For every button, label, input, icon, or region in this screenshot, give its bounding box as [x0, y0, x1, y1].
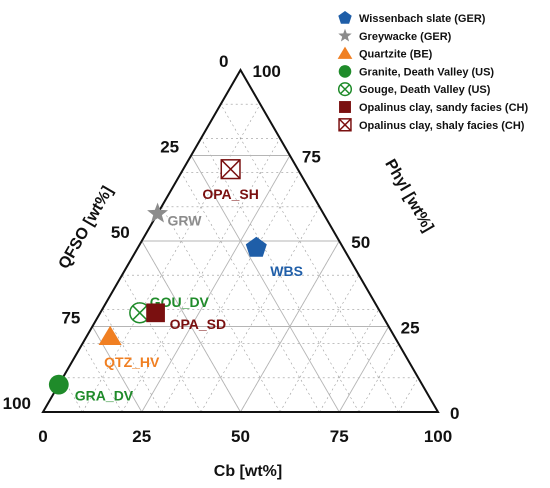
- grid-line-qfso: [82, 343, 123, 413]
- grid-line-qfso: [121, 275, 202, 413]
- tick-label-cb: 100: [424, 427, 452, 446]
- grid-line-major: [141, 155, 291, 413]
- grid-line-cb: [319, 309, 380, 413]
- point-label: WBS: [270, 263, 303, 279]
- grid-line-cb: [279, 275, 360, 413]
- legend-item: Wissenbach slate (GER): [338, 11, 486, 25]
- tick-labels: 0 0 0 25 25 25 50 50 50 75 75 75 100 100 100: [3, 52, 460, 446]
- grid-line-cb: [358, 343, 399, 413]
- point-label: OPA_SD: [170, 316, 227, 332]
- legend-label: Opalinus clay, shaly facies (CH): [359, 120, 525, 132]
- triangle-frame: [41, 68, 440, 413]
- grid-lines: [62, 103, 419, 413]
- legend-item: Quartzite (BE): [337, 46, 433, 61]
- grid-line-major: [240, 240, 340, 413]
- tick-label-phyl: 25: [401, 319, 420, 338]
- point-label: GRW: [168, 213, 203, 229]
- grid-line-cb: [161, 172, 301, 413]
- data-point-gou-dv: GOU_DV: [129, 294, 210, 324]
- tick-label-phyl: 0: [450, 404, 459, 423]
- tick-label-qfso: 0: [219, 52, 228, 71]
- legend-label: Greywacke (GER): [359, 31, 452, 43]
- data-point-gra-dv: GRA_DV: [48, 374, 134, 404]
- right-axis-title: Phyl [wt%]: [381, 156, 436, 235]
- tick-label-qfso: 50: [111, 223, 130, 242]
- legend-item: Greywacke (GER): [338, 28, 452, 43]
- legend: Wissenbach slate (GER) Greywacke (GER) Qua…: [337, 11, 528, 132]
- point-label: GRA_DV: [75, 388, 134, 404]
- data-point-opa-sd: OPA_SD: [146, 303, 227, 332]
- legend-label: Opalinus clay, sandy facies (CH): [359, 102, 528, 114]
- grid-line-qfso: [62, 377, 83, 413]
- point-label: QTZ_HV: [104, 354, 160, 370]
- tick-label-qfso: 75: [61, 309, 80, 328]
- data-point-grw: GRW: [147, 202, 203, 229]
- grid-line-cb: [398, 377, 419, 413]
- legend-item: Gouge, Death Valley (US): [337, 82, 491, 97]
- x-axis-title: Cb [wt%]: [214, 463, 282, 480]
- tick-label-cb: 50: [231, 427, 250, 446]
- legend-label: Wissenbach slate (GER): [359, 13, 486, 25]
- legend-label: Gouge, Death Valley (US): [359, 84, 491, 96]
- tick-label-cb: 75: [330, 427, 349, 446]
- legend-label: Quartzite (BE): [359, 49, 433, 61]
- grid-line-qfso: [180, 172, 320, 413]
- tick-label-cb: 0: [38, 427, 47, 446]
- grid-line-major: [338, 326, 390, 413]
- data-point-opa-sh: OPA_SH: [202, 159, 259, 202]
- tick-label-qfso: 25: [160, 138, 179, 157]
- left-axis-title: QFSO [wt%]: [56, 183, 117, 272]
- tick-label-phyl: 100: [253, 62, 281, 81]
- data-point-qtz-hv: QTZ_HV: [98, 325, 160, 370]
- point-label: OPA_SH: [202, 186, 259, 202]
- grid-line-major: [190, 155, 340, 413]
- tick-label-qfso: 100: [3, 394, 31, 413]
- legend-item: Opalinus clay, sandy facies (CH): [339, 101, 528, 114]
- grid-line-cb: [121, 138, 281, 413]
- data-point-wbs: WBS: [245, 236, 303, 279]
- legend-item: Granite, Death Valley (US): [338, 65, 494, 78]
- legend-item: Opalinus clay, shaly facies (CH): [338, 118, 525, 132]
- tick-label-phyl: 75: [302, 148, 321, 167]
- tick-label-cb: 25: [132, 427, 151, 446]
- grid-line-major: [141, 240, 241, 413]
- legend-label: Granite, Death Valley (US): [359, 66, 494, 78]
- grid-line-major: [91, 326, 143, 413]
- tick-label-phyl: 50: [351, 233, 370, 252]
